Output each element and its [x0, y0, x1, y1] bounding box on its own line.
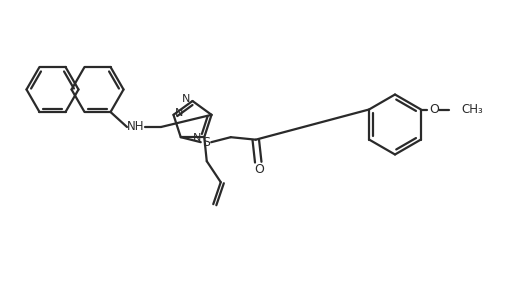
- Text: N: N: [182, 94, 191, 104]
- Text: S: S: [202, 136, 210, 149]
- Text: O: O: [429, 103, 439, 116]
- Text: NH: NH: [127, 120, 145, 133]
- Text: N: N: [193, 133, 202, 143]
- Text: O: O: [254, 163, 264, 176]
- Text: N: N: [175, 108, 184, 118]
- Text: CH₃: CH₃: [461, 103, 483, 116]
